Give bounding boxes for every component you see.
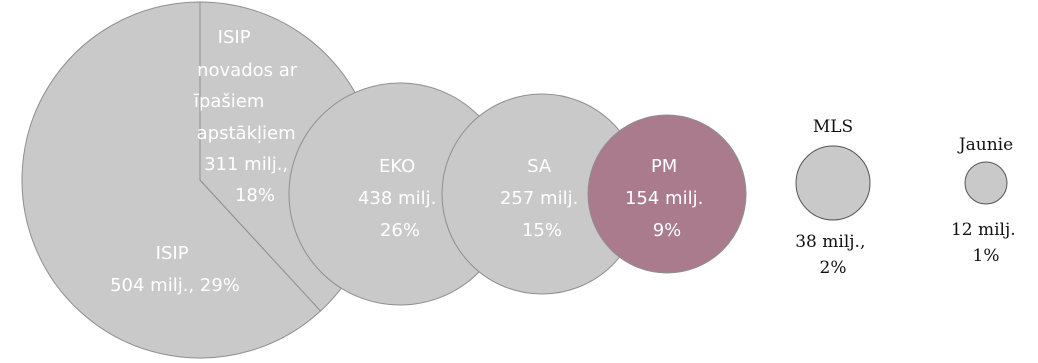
label-mls-title: MLS: [813, 117, 853, 137]
bubble-jaunie: [964, 161, 1008, 205]
label-mls-value: 38 milj., 2%: [795, 232, 871, 278]
bubble-mls: [795, 145, 871, 221]
label-sa: SA 257 milj. 15%: [500, 156, 584, 241]
bubble-pm: [587, 114, 747, 274]
label-isip: ISIP 504 milj., 29%: [110, 243, 240, 296]
label-jaunie-title: Jaunie: [957, 135, 1013, 155]
label-isip-novados: ISIP novados ar īpašiem apstākļiem 311 m…: [193, 27, 303, 206]
label-pm: PM 154 milj. 9%: [625, 156, 709, 241]
sector-isip: [21, 1, 322, 359]
label-jaunie-value: 12 milj. 1%: [951, 220, 1021, 266]
label-eko: EKO 438 milj. 26%: [358, 156, 442, 241]
